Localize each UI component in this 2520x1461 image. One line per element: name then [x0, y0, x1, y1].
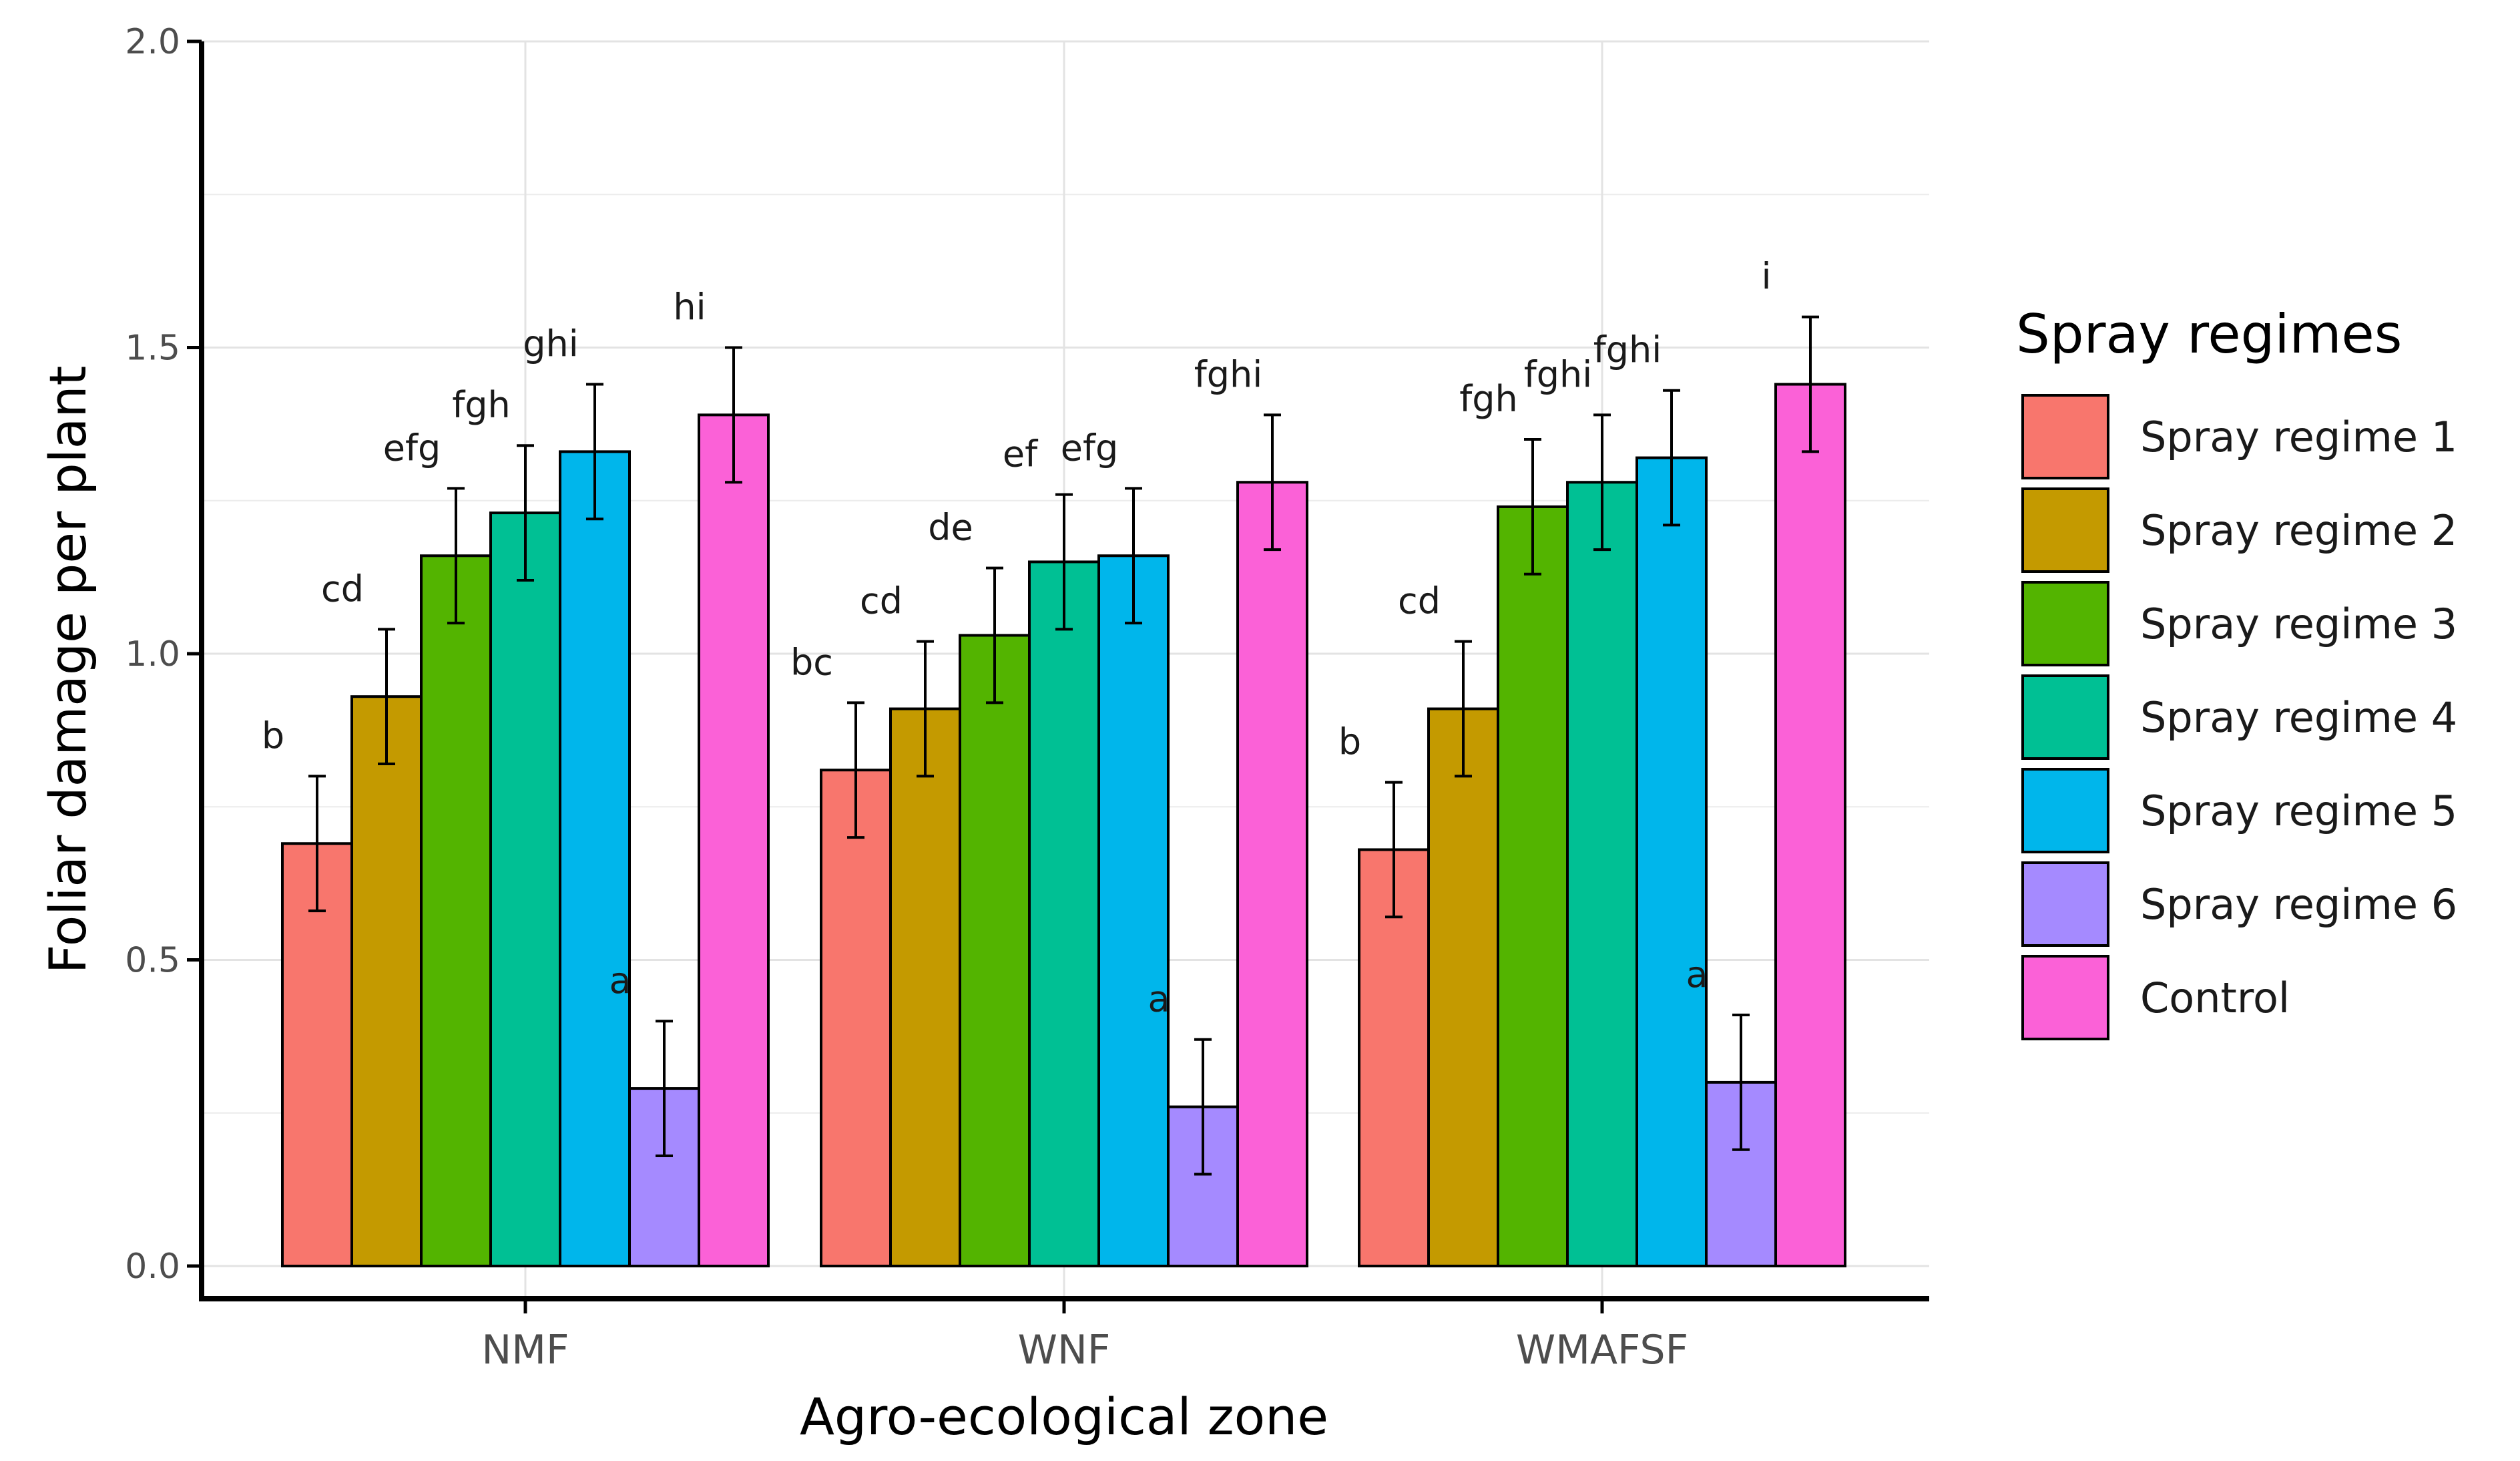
significance-letter: a — [609, 960, 631, 1002]
bar — [1097, 554, 1170, 1267]
bar — [1358, 848, 1430, 1267]
significance-letter: i — [1761, 256, 1771, 298]
legend-key — [2021, 394, 2109, 479]
bar — [350, 695, 423, 1267]
legend-label: Spray regime 4 — [2140, 693, 2457, 742]
significance-letter: ef — [1003, 433, 1039, 475]
significance-letter: b — [262, 714, 284, 757]
bar — [420, 554, 492, 1267]
bar — [281, 842, 353, 1267]
bar — [559, 450, 631, 1267]
significance-letter: cd — [1398, 580, 1441, 622]
significance-letter: fghi — [1524, 353, 1593, 395]
legend-label: Spray regime 1 — [2140, 413, 2457, 461]
legend-key — [2021, 487, 2109, 573]
x-axis-title: Agro-ecological zone — [800, 1387, 1328, 1446]
significance-letter: cd — [860, 580, 903, 622]
significance-letter: hi — [673, 286, 706, 329]
x-tick-label: NMF — [481, 1327, 569, 1374]
significance-letter: fghi — [1593, 329, 1662, 371]
significance-letter: efg — [383, 427, 441, 469]
y-tick-label: 2.0 — [125, 22, 180, 62]
bar — [1236, 481, 1308, 1267]
legend-title: Spray regimes — [2016, 303, 2402, 365]
significance-letter: ghi — [523, 323, 579, 365]
legend-key — [2021, 955, 2109, 1040]
bar — [1427, 707, 1499, 1267]
axis-ticks: 0.0 0.5 1.0 1.5 2.0 NMF WNF WMAFSF — [125, 22, 1688, 1374]
y-tick-label: 0.5 — [125, 941, 180, 981]
legend-label: Control — [2140, 974, 2290, 1022]
y-tick-label: 0.0 — [125, 1247, 180, 1287]
bar — [1635, 456, 1708, 1267]
x-tick-label: WNF — [1018, 1327, 1111, 1374]
significance-letter: b — [1338, 721, 1361, 763]
significance-letter: de — [928, 507, 973, 549]
bar — [959, 634, 1031, 1267]
significance-letter: a — [1148, 978, 1170, 1020]
x-tick-label: WMAFSF — [1516, 1327, 1688, 1374]
legend-key — [2021, 768, 2109, 853]
significance-letter: bc — [790, 641, 833, 683]
legend-label: Spray regime 5 — [2140, 787, 2457, 835]
significance-letter: efg — [1061, 427, 1119, 469]
legend-label: Spray regime 2 — [2140, 506, 2457, 555]
bar — [1774, 383, 1846, 1267]
legend-label: Spray regime 3 — [2140, 600, 2457, 648]
y-axis-title: Foliar damage per plant — [38, 366, 97, 974]
legend-label: Spray regime 6 — [2140, 880, 2457, 929]
significance-letter: fgh — [1459, 378, 1518, 420]
significance-letter: fghi — [1194, 353, 1263, 395]
significance-letter: a — [1686, 954, 1708, 996]
bar — [820, 769, 892, 1267]
bar — [1028, 560, 1100, 1268]
bar — [1497, 505, 1569, 1267]
y-tick-label: 1.0 — [125, 634, 180, 674]
significance-letter: cd — [321, 568, 364, 610]
bar — [698, 413, 770, 1267]
legend: Spray regimes Spray regime 1 Spray regime… — [2016, 303, 2457, 1040]
significance-letter: fgh — [452, 384, 511, 426]
legend-key — [2021, 861, 2109, 947]
y-tick-label: 1.5 — [125, 329, 180, 369]
bar — [489, 511, 561, 1268]
bar — [1566, 481, 1638, 1267]
legend-key — [2021, 674, 2109, 760]
bar — [889, 707, 961, 1267]
legend-key — [2021, 581, 2109, 666]
